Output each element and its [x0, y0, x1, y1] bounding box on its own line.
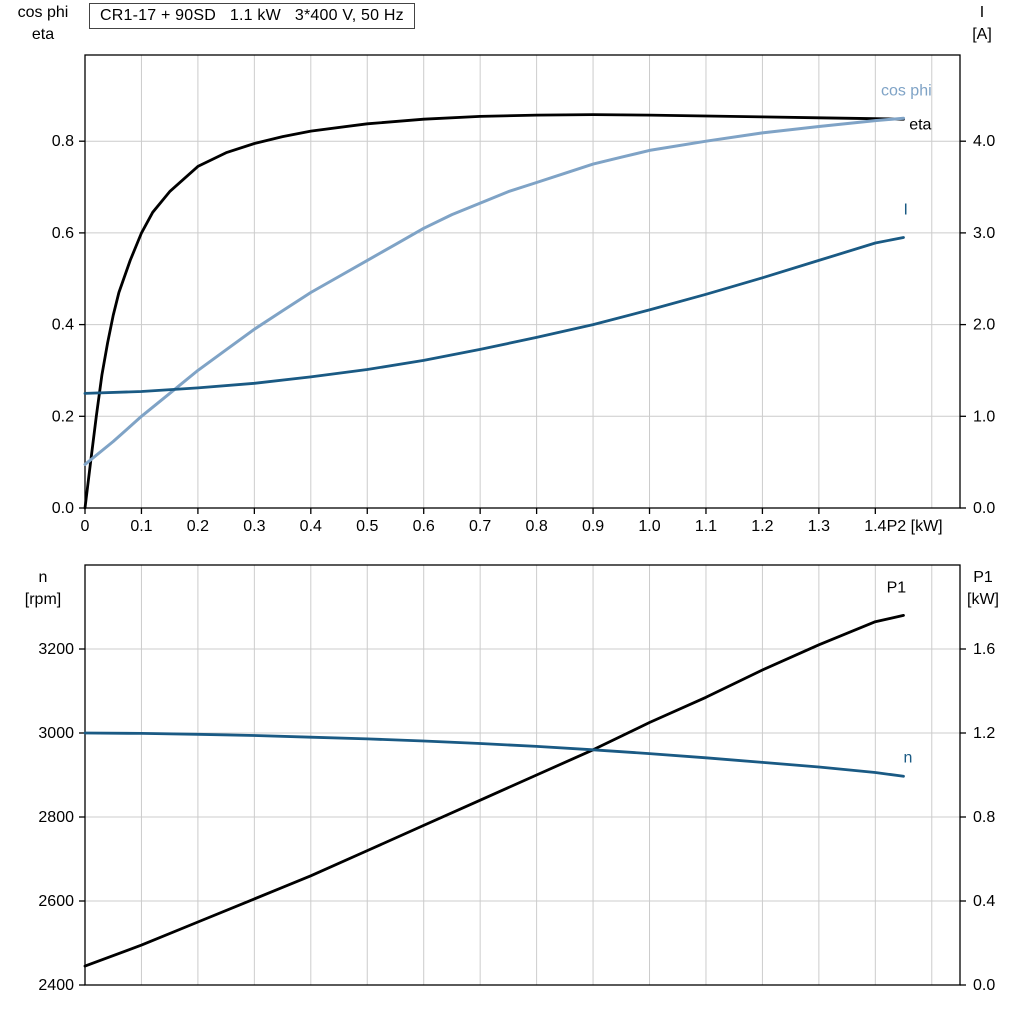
right-tick-label: 0.4 — [973, 893, 995, 910]
curve-label-P1: P1 — [887, 579, 907, 596]
right-tick-label: 0.0 — [973, 500, 995, 517]
plot-frame — [84, 564, 961, 986]
top-left-axis-label: cos phi eta — [4, 2, 82, 46]
left-tick-label: 3200 — [38, 641, 74, 658]
right-tick-label: 3.0 — [973, 225, 995, 242]
axis-label-speed: n — [38, 569, 48, 586]
curve-label-eta: eta — [909, 117, 931, 134]
x-tick-label: 0.6 — [413, 518, 435, 535]
left-tick-label: 0.8 — [52, 133, 74, 150]
right-tick-label: 4.0 — [973, 133, 995, 150]
x-tick-label: 1.3 — [808, 518, 830, 535]
bottom-right-axis-label: P1 [kW] — [952, 567, 1014, 611]
right-tick-label: 1.0 — [973, 408, 995, 425]
x-tick-label: 0.2 — [187, 518, 209, 535]
x-tick-label: 0 — [81, 518, 90, 535]
curve-P1 — [83, 614, 905, 968]
x-tick-label: 1.2 — [751, 518, 773, 535]
x-tick-label: 0.7 — [469, 518, 491, 535]
axis-label-current: I — [979, 4, 985, 21]
x-axis-label: P2 [kW] — [887, 518, 943, 535]
axis-label-p1: P1 — [973, 569, 993, 586]
axis-label-p1-unit: [kW] — [967, 591, 999, 608]
x-tick-label: 1.4 — [864, 518, 886, 535]
axis-label-eta: eta — [31, 26, 55, 43]
curve-cos-phi — [83, 116, 905, 466]
left-tick-label: 0.4 — [52, 317, 74, 334]
curve-eta — [83, 113, 905, 510]
x-tick-label: 0.8 — [525, 518, 547, 535]
x-tick-label: 0.9 — [582, 518, 604, 535]
x-tick-label: 1.0 — [638, 518, 660, 535]
right-tick-label: 2.0 — [973, 317, 995, 334]
right-tick-label: 0.8 — [973, 809, 995, 826]
curve-label-cos-phi: cos phi — [881, 82, 932, 99]
axis-label-speed-unit: [rpm] — [24, 591, 62, 608]
left-tick-label: 3000 — [38, 725, 74, 742]
curve-n — [83, 731, 905, 778]
plot-frame — [84, 54, 961, 509]
x-tick-label: 0.5 — [356, 518, 378, 535]
chart-title-box: CR1-17 + 90SD 1.1 kW 3*400 V, 50 Hz — [89, 3, 415, 29]
left-tick-label: 0.2 — [52, 408, 74, 425]
left-tick-label: 2600 — [38, 893, 74, 910]
axis-label-current-unit: [A] — [972, 26, 992, 43]
left-tick-label: 2800 — [38, 809, 74, 826]
x-tick-label: 0.3 — [243, 518, 265, 535]
right-tick-label: 0.0 — [973, 977, 995, 994]
left-tick-label: 0.0 — [52, 500, 74, 517]
curve-I — [83, 236, 905, 395]
left-tick-label: 2400 — [38, 977, 74, 994]
right-tick-label: 1.6 — [973, 641, 995, 658]
right-tick-label: 1.2 — [973, 725, 995, 742]
top-right-axis-label: I [A] — [958, 2, 1006, 46]
left-tick-label: 0.6 — [52, 225, 74, 242]
x-tick-label: 0.4 — [300, 518, 322, 535]
x-tick-label: 0.1 — [130, 518, 152, 535]
bottom-left-axis-label: n [rpm] — [8, 567, 78, 611]
curve-label-n: n — [904, 749, 913, 766]
axis-label-cos-phi: cos phi — [17, 4, 69, 21]
x-tick-label: 1.1 — [695, 518, 717, 535]
curve-label-I: I — [904, 202, 908, 219]
